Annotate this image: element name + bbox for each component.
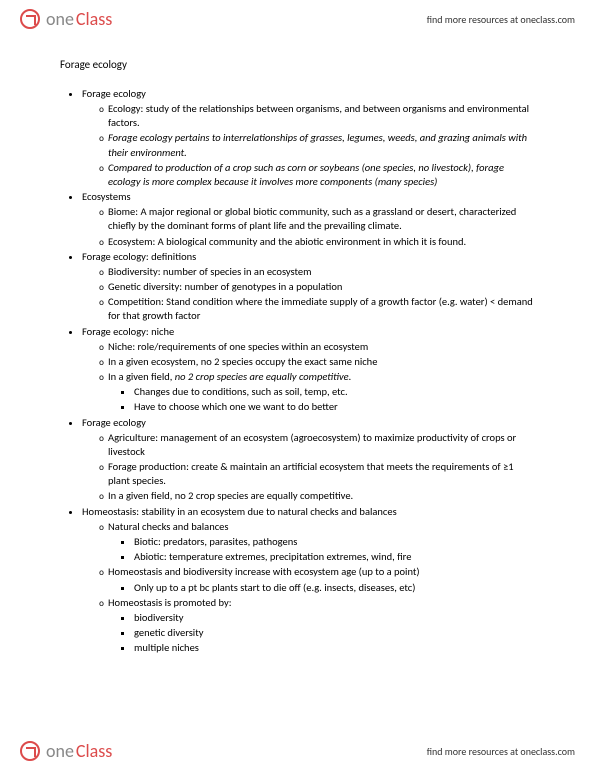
sub-item: In a given field, no 2 crop species are …: [108, 489, 535, 503]
logo-text-class: Class: [76, 8, 112, 30]
logo-icon: [20, 741, 40, 761]
section-item: EcosystemsBiome: A major regional or glo…: [82, 190, 535, 249]
footer-tagline: find more resources at oneclass.com: [427, 745, 575, 758]
logo-icon: [20, 9, 40, 29]
section-item: Forage ecologyAgriculture: management of…: [82, 416, 535, 504]
sub-sub-item: Have to choose which one we want to do b…: [134, 400, 535, 414]
sub-item: Forage ecology pertains to interrelation…: [108, 131, 535, 159]
sub-item: Ecosystem: A biological community and th…: [108, 235, 535, 249]
sub-item: In a given field, no 2 crop species are …: [108, 370, 535, 415]
sub-sub-item: Abiotic: temperature extremes, precipita…: [134, 550, 535, 564]
sub-item: Agriculture: management of an ecosystem …: [108, 431, 535, 459]
sub-sub-item: multiple niches: [134, 641, 535, 655]
sub-sub-item: Biotic: predators, parasites, pathogens: [134, 535, 535, 549]
sub-sub-item: Only up to a pt bc plants start to die o…: [134, 581, 535, 595]
sub-sub-item: genetic diversity: [134, 626, 535, 640]
sub-item: Competition: Stand condition where the i…: [108, 295, 535, 323]
sub-sub-item: biodiversity: [134, 611, 535, 625]
section-item: Forage ecologyEcology: study of the rela…: [82, 87, 535, 189]
logo-text-class: Class: [76, 740, 112, 762]
document-content: Forage ecology Forage ecologyEcology: st…: [0, 38, 595, 716]
logo-text-one: one: [46, 8, 74, 30]
logo: oneClass: [20, 8, 112, 30]
sub-item: Biodiversity: number of species in an ec…: [108, 265, 535, 279]
section-item: Forage ecology: definitionsBiodiversity:…: [82, 250, 535, 324]
section-item: Homeostasis: stability in an ecosystem d…: [82, 505, 535, 656]
section-item: Forage ecology: nicheNiche: role/require…: [82, 325, 535, 415]
sub-item: Homeostasis is promoted by:biodiversityg…: [108, 596, 535, 656]
sub-item: Compared to production of a crop such as…: [108, 161, 535, 189]
sub-item: Niche: role/requirements of one species …: [108, 340, 535, 354]
sub-item: In a given ecosystem, no 2 species occup…: [108, 355, 535, 369]
sub-item: Biome: A major regional or global biotic…: [108, 205, 535, 233]
logo-text-one: one: [46, 740, 74, 762]
outline-list: Forage ecologyEcology: study of the rela…: [60, 87, 535, 656]
sub-item: Natural checks and balancesBiotic: preda…: [108, 520, 535, 565]
sub-item: Genetic diversity: number of genotypes i…: [108, 280, 535, 294]
header: oneClass find more resources at oneclass…: [0, 0, 595, 38]
sub-sub-item: Changes due to conditions, such as soil,…: [134, 385, 535, 399]
sub-item: Ecology: study of the relationships betw…: [108, 102, 535, 130]
header-tagline: find more resources at oneclass.com: [427, 13, 575, 26]
footer: oneClass find more resources at oneclass…: [0, 732, 595, 770]
footer-logo: oneClass: [20, 740, 112, 762]
page-title: Forage ecology: [60, 58, 535, 73]
sub-item: Homeostasis and biodiversity increase wi…: [108, 565, 535, 594]
sub-item: Forage production: create & maintain an …: [108, 460, 535, 488]
